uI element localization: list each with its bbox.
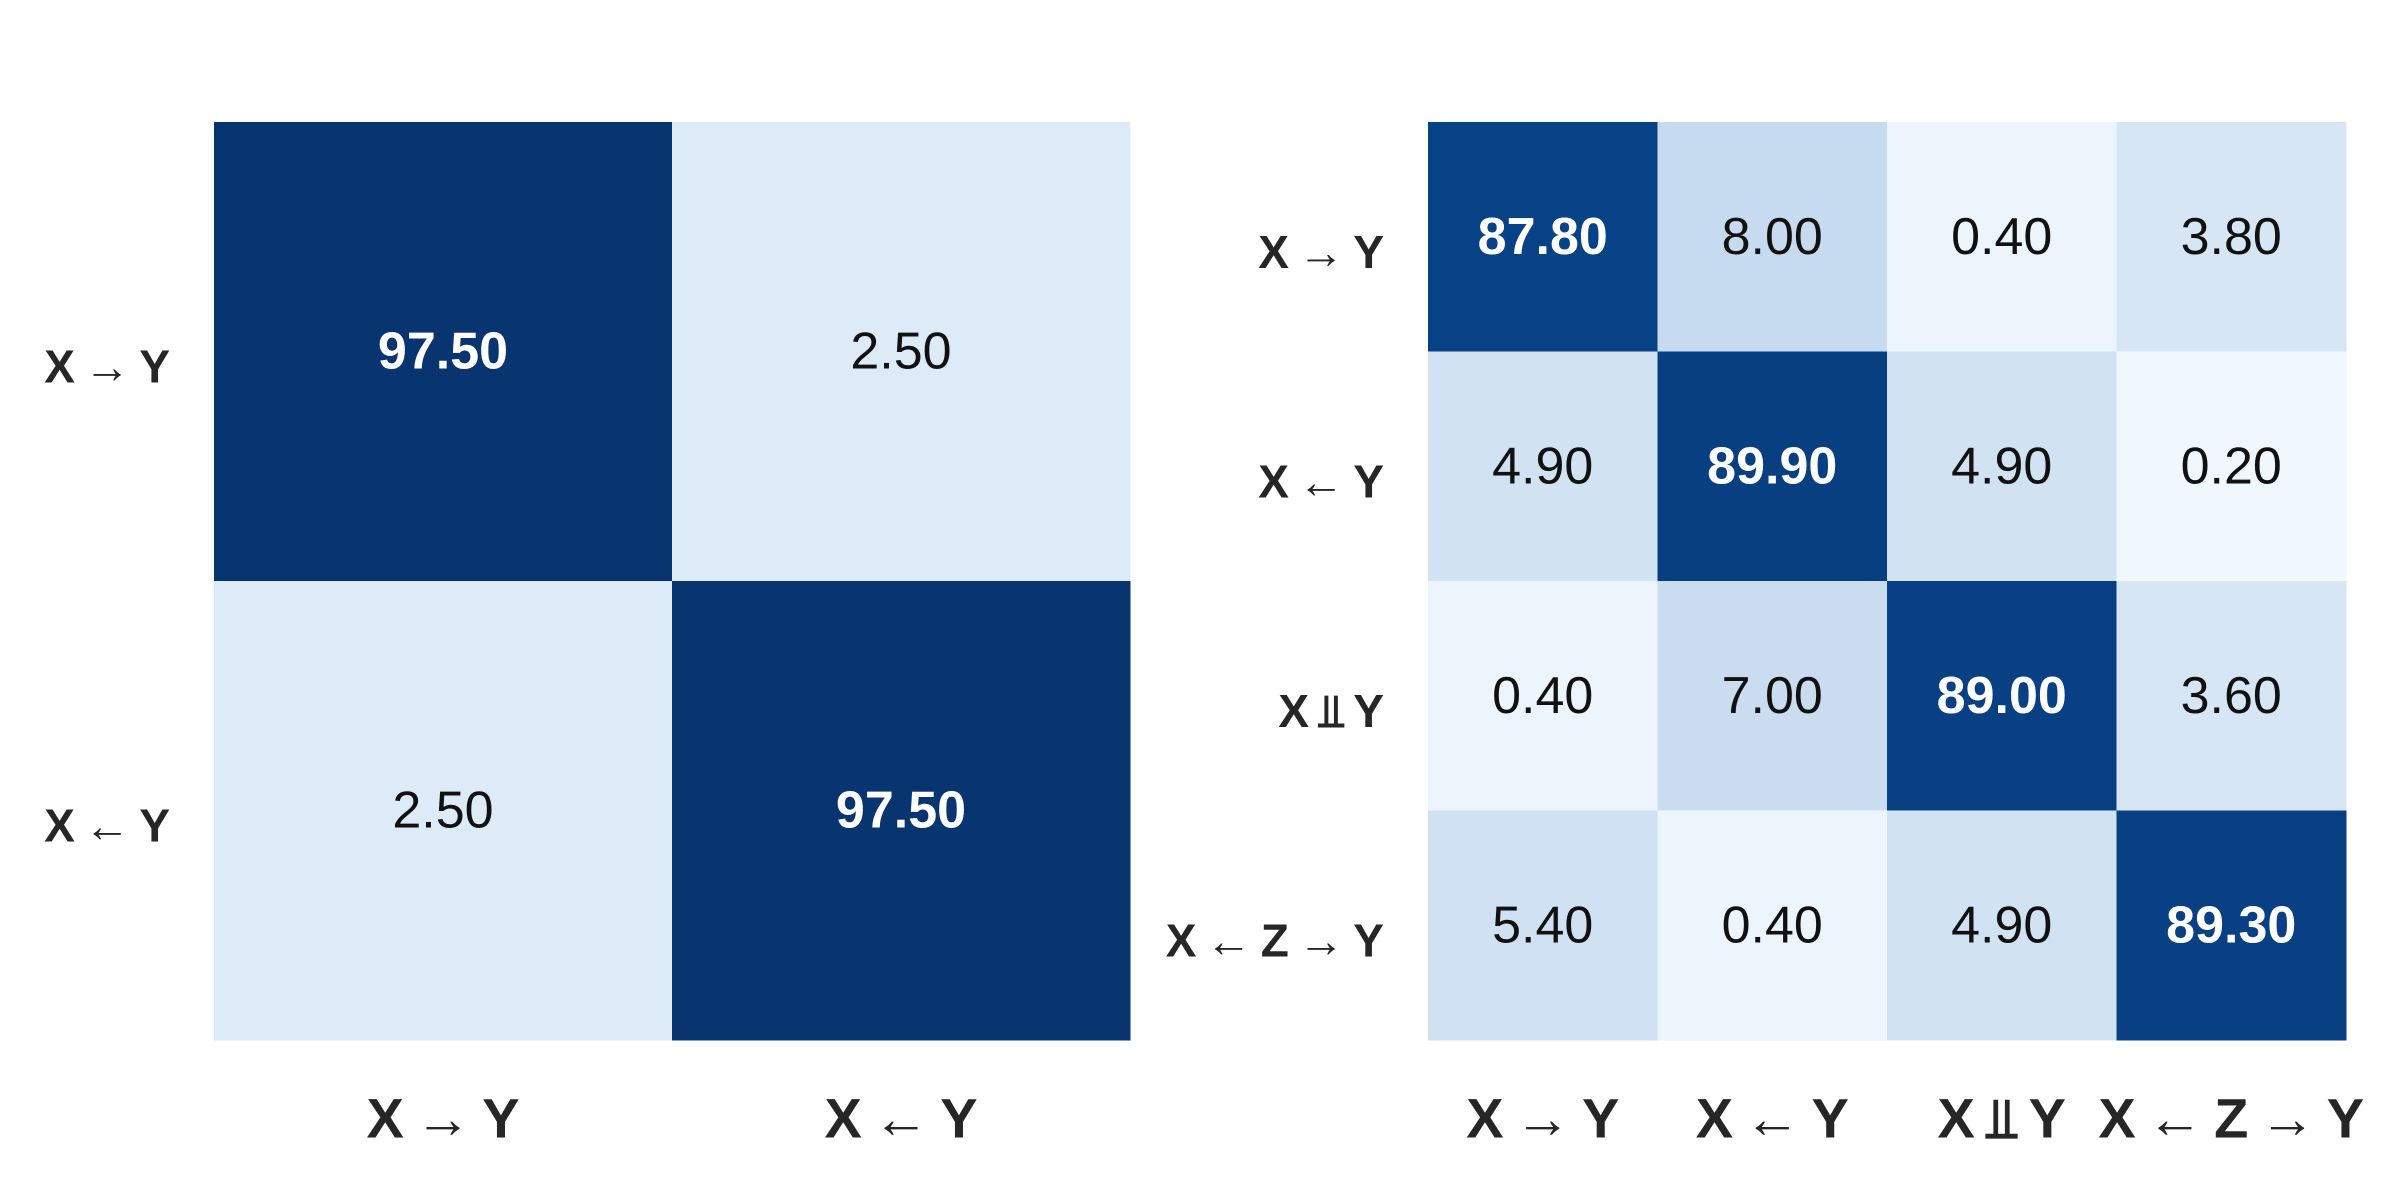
row-label-0: X → Y xyxy=(44,341,170,393)
heatmap-cell-r1-c1 xyxy=(672,581,1131,1041)
cell-value-r2-c2: 89.00 xyxy=(1937,667,2067,725)
heatmap-cell-r3-c0 xyxy=(1428,810,1658,1041)
heatmap-cell-r3-c3 xyxy=(2116,810,2347,1041)
row-label-3: X ← Z → Y xyxy=(1166,914,1384,966)
cell-value-r0-c1: 8.00 xyxy=(1722,208,1823,266)
heatmap-cell-r2-c2 xyxy=(1887,581,2117,811)
cell-value-r2-c3: 3.60 xyxy=(2181,667,2282,725)
heatmap-cell-r1-c0 xyxy=(214,581,673,1041)
col-label-1: X ← Y xyxy=(824,1087,977,1150)
cell-value-r1-c2: 4.90 xyxy=(1951,437,2052,495)
row-label-1: X ← Y xyxy=(1258,455,1384,507)
col-label-0: X → Y xyxy=(1466,1087,1619,1150)
cell-value-r0-c3: 3.80 xyxy=(2181,208,2282,266)
cell-value-r3-c0: 5.40 xyxy=(1492,896,1593,954)
heatmap-cell-r3-c1 xyxy=(1657,810,1888,1041)
heatmap-cell-r2-c0 xyxy=(1428,581,1658,811)
cell-value-r1-c0: 2.50 xyxy=(392,782,493,840)
cell-value-r0-c2: 0.40 xyxy=(1951,208,2052,266)
cell-value-r1-c1: 97.50 xyxy=(836,782,966,840)
heatmap-cell-r0-c1 xyxy=(1657,122,1888,352)
row-label-0: X → Y xyxy=(1258,226,1384,278)
heatmap-4x4: 87.80 8.00 0.40 3.80 4.90 89.90 4.90 0.20 0.40 7.… xyxy=(1166,122,2364,1150)
row-label-1: X ← Y xyxy=(44,800,170,852)
heatmap-cell-r2-c1 xyxy=(1657,581,1888,811)
heatmap-cell-r1-c2 xyxy=(1887,351,2117,582)
heatmap-cell-r0-c0 xyxy=(1428,122,1658,352)
heatmap-cell-r1-c1 xyxy=(1657,351,1888,582)
col-label-3: X ← Z → Y xyxy=(2098,1087,2364,1150)
heatmap-cell-r0-c0 xyxy=(214,122,673,582)
heatmap-cell-r3-c2 xyxy=(1887,810,2117,1041)
cell-value-r3-c2: 4.90 xyxy=(1951,896,2052,954)
row-label-2: X ⫫ Y xyxy=(1278,685,1384,737)
cell-value-r3-c1: 0.40 xyxy=(1722,896,1823,954)
col-label-2: X ⫫ Y xyxy=(1937,1087,2066,1150)
cell-value-r1-c3: 0.20 xyxy=(2181,437,2282,495)
cell-value-r2-c0: 0.40 xyxy=(1492,667,1593,725)
heatmap-cell-r1-c0 xyxy=(1428,351,1658,582)
heatmap-cell-r0-c1 xyxy=(672,122,1131,582)
col-label-1: X ← Y xyxy=(1696,1087,1849,1150)
heatmap-cell-r1-c3 xyxy=(2116,351,2347,582)
heatmap-cell-r0-c3 xyxy=(2116,122,2347,352)
heatmap-cell-r2-c3 xyxy=(2116,581,2347,811)
heatmap-2x2: 97.50 2.50 2.50 97.50 X → Y X ← Y X → Y X ← Y xyxy=(44,122,1131,1150)
cell-value-r0-c0: 87.80 xyxy=(1478,208,1608,266)
cell-value-r3-c3: 89.30 xyxy=(2166,896,2296,954)
cell-value-r0-c0: 97.50 xyxy=(378,323,508,381)
cell-value-r2-c1: 7.00 xyxy=(1722,667,1823,725)
cell-value-r0-c1: 2.50 xyxy=(850,323,951,381)
heatmap-cell-r0-c2 xyxy=(1887,122,2117,352)
col-label-0: X → Y xyxy=(366,1087,519,1150)
cell-value-r1-c0: 4.90 xyxy=(1492,437,1593,495)
cell-value-r1-c1: 89.90 xyxy=(1707,437,1837,495)
